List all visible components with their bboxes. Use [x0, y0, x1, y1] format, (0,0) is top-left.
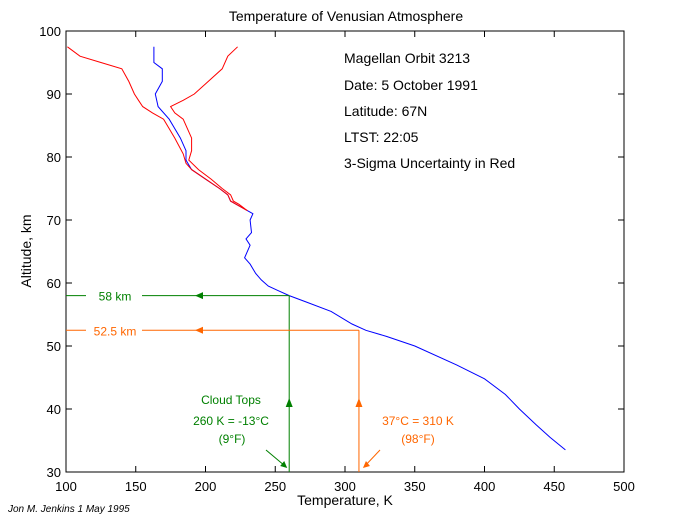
x-tick-label: 250 [264, 479, 286, 494]
y-axis-label: Altitude, km [18, 214, 34, 287]
x-tick-label: 400 [474, 479, 496, 494]
x-tick-label: 500 [613, 479, 635, 494]
x-tick-label: 350 [404, 479, 426, 494]
x-tick-label: 300 [334, 479, 356, 494]
info-date: Date: 5 October 1991 [344, 77, 478, 93]
orbit-info-block: Magellan Orbit 3213 Date: 5 October 1991… [344, 50, 515, 171]
info-ltst: LTST: 22:05 [344, 129, 419, 145]
y-tick-label: 70 [47, 213, 61, 228]
arrow-left-head [195, 326, 203, 334]
cloud-tops-temp-label: 260 K = -13°C [193, 414, 269, 428]
x-tick-label: 150 [125, 479, 147, 494]
y-tick-label: 60 [47, 276, 61, 291]
cloud-tops-temp-label-f: (9°F) [219, 432, 246, 446]
series-layer [67, 46, 566, 451]
body-temp-label: 37°C = 310 K [382, 414, 454, 428]
altitude-label: 52.5 km [94, 324, 137, 338]
series-line-profile [153, 46, 566, 451]
series-line-uncertainty-right [169, 46, 248, 211]
x-tick-label: 100 [55, 479, 77, 494]
cloud-tops-header: Cloud Tops [201, 393, 261, 407]
annotation-cloud-tops: 58 km Cloud Tops 260 K = -13°C (9°F) [66, 290, 293, 472]
annotation-body-temp: 52.5 km 37°C = 310 K (98°F) [66, 324, 454, 472]
y-tick-label: 40 [47, 402, 61, 417]
y-tick-label: 50 [47, 339, 61, 354]
body-temp-label-f: (98°F) [401, 432, 434, 446]
arrow-up-head [285, 398, 293, 407]
arrow-left-head [195, 292, 203, 300]
x-tick-label: 200 [195, 479, 217, 494]
author-credit: Jon M. Jenkins 1 May 1995 [7, 504, 130, 515]
cloud-tops-pointer-head [280, 461, 288, 468]
arrow-up-head [355, 398, 363, 407]
info-uncertainty-note: 3-Sigma Uncertainty in Red [344, 155, 515, 171]
x-axis: 100 150 200 250 300 350 400 450 500 [55, 31, 635, 494]
y-tick-label: 100 [39, 24, 61, 39]
y-tick-label: 30 [47, 465, 61, 480]
plot-area-frame [65, 30, 625, 473]
y-tick-label: 90 [47, 87, 61, 102]
y-tick-label: 80 [47, 150, 61, 165]
info-orbit: Magellan Orbit 3213 [344, 50, 470, 66]
x-axis-label: Temperature, K [297, 492, 393, 508]
x-tick-label: 450 [543, 479, 565, 494]
chart-title: Temperature of Venusian Atmosphere [229, 8, 463, 24]
altitude-label: 58 km [99, 290, 132, 304]
series-line-uncertainty-left [67, 46, 248, 212]
body-temp-pointer-head [362, 461, 370, 468]
y-axis: 30 40 50 60 70 80 90 100 [39, 24, 624, 480]
info-latitude: Latitude: 67N [344, 103, 427, 119]
